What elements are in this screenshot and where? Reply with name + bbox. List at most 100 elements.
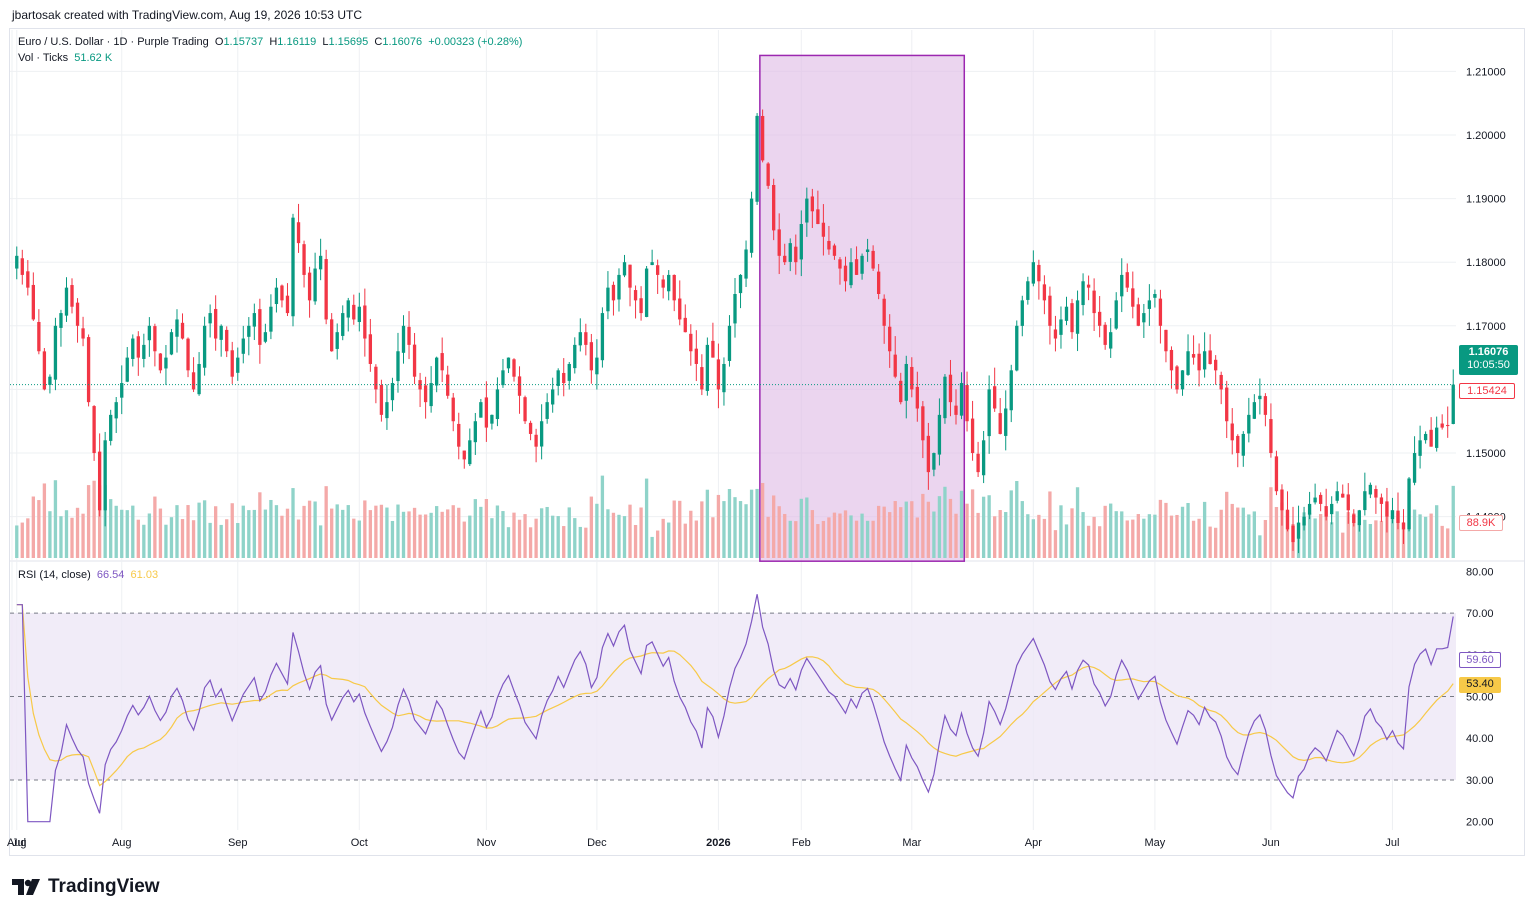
candle-body (26, 271, 30, 288)
candle-body (92, 406, 96, 454)
candle-body (1429, 429, 1433, 447)
volume-bar (738, 501, 743, 558)
volume-bar (633, 524, 638, 558)
change-value: +0.00323 (+0.28%) (428, 36, 523, 48)
volume-bar (236, 523, 240, 558)
candle-body (1031, 262, 1036, 284)
volume-label[interactable]: Vol · Ticks (18, 52, 69, 64)
rsi-tick-label: 40.00 (1466, 733, 1494, 745)
symbol-name[interactable]: Euro / U.S. Dollar · 1D · Purple Trading (18, 36, 209, 48)
volume-bar (628, 504, 632, 558)
volume-bar (247, 510, 251, 558)
candle-body (1136, 304, 1140, 326)
time-tick-label: Aug (112, 837, 132, 849)
candle-body (501, 370, 505, 386)
volume-bar (727, 489, 732, 558)
candle-body (457, 423, 461, 447)
candle-body (368, 334, 373, 364)
candle-body (943, 376, 947, 419)
volume-bar (125, 510, 129, 558)
candle-body (407, 326, 411, 345)
candle-body (396, 351, 400, 382)
volume-bar (97, 485, 102, 558)
candle-body (1202, 351, 1207, 370)
candle-body (865, 249, 870, 253)
candle-body (291, 217, 295, 317)
volume-bar (158, 508, 163, 558)
volume-bar (252, 509, 256, 558)
candle-body (1418, 440, 1422, 456)
high-label: H (269, 36, 278, 48)
volume-bar (1064, 524, 1069, 558)
volume-bar (1435, 505, 1439, 558)
price-tick-label: 1.20000 (1466, 130, 1506, 142)
volume-bar (357, 520, 361, 558)
volume-bar (230, 503, 234, 558)
time-tick-label: Jul (1385, 837, 1399, 849)
candle-body (1446, 424, 1450, 427)
candle-body (1075, 300, 1080, 334)
brand-name: TradingView (48, 876, 160, 897)
volume-bar (1324, 509, 1328, 558)
volume-bar (142, 524, 146, 558)
candle-body (434, 357, 439, 386)
volume-bar (1125, 520, 1129, 558)
candle-body (1307, 503, 1312, 515)
volume-bar (423, 514, 428, 558)
candle-body (357, 306, 361, 323)
highlight-box[interactable] (759, 54, 966, 562)
candle-body (440, 353, 444, 371)
volume-bar (1136, 514, 1140, 558)
candle-body (738, 274, 743, 294)
chart-frame[interactable] (9, 28, 1525, 856)
candle-body (783, 255, 787, 263)
volume-bar (147, 513, 152, 558)
candle-body (363, 305, 367, 339)
candle-body (125, 357, 129, 382)
volume-bar (1114, 511, 1118, 558)
candle-body (805, 198, 809, 223)
candle-body (633, 290, 638, 301)
candle-body (711, 340, 715, 358)
volume-bar (457, 507, 461, 558)
volume-bar (1147, 514, 1152, 558)
candle-body (219, 325, 223, 340)
volume-bar (749, 489, 754, 558)
volume-bar (506, 527, 511, 558)
candle-body (390, 383, 395, 401)
volume-bar (346, 505, 350, 558)
candle-body (1451, 384, 1455, 424)
candle-body (628, 264, 632, 288)
tradingview-logo[interactable]: TradingView (12, 876, 160, 898)
rsi-ma-line (16, 604, 1454, 787)
volume-bar (810, 510, 815, 558)
volume-bar (993, 516, 997, 558)
volume-bar (744, 504, 748, 558)
countdown-value: 10:05:50 (1467, 359, 1510, 371)
volume-bar (1158, 499, 1163, 558)
candle-body (1258, 395, 1262, 400)
candle-body (208, 313, 212, 324)
volume-bar (882, 506, 886, 558)
candle-body (1252, 402, 1256, 419)
volume-bar (407, 511, 411, 558)
candle-body (993, 386, 997, 409)
candle-body (42, 351, 47, 390)
candle-body (1020, 300, 1024, 326)
volume-bar (562, 526, 566, 558)
rsi-label[interactable]: RSI (14, close) (18, 569, 91, 581)
volume-bar (1042, 518, 1047, 558)
candle-body (1197, 353, 1201, 371)
volume-bar (197, 502, 201, 558)
volume-bar (893, 501, 897, 558)
volume-bar (981, 496, 986, 558)
volume-bar (1368, 524, 1373, 558)
candle-body (1219, 374, 1223, 390)
volume-bar (937, 496, 942, 558)
candle-body (1158, 298, 1163, 326)
volume-bar (1374, 520, 1378, 558)
volume-bar (302, 505, 306, 558)
volume-bar (694, 520, 698, 558)
candle-body (650, 262, 654, 266)
